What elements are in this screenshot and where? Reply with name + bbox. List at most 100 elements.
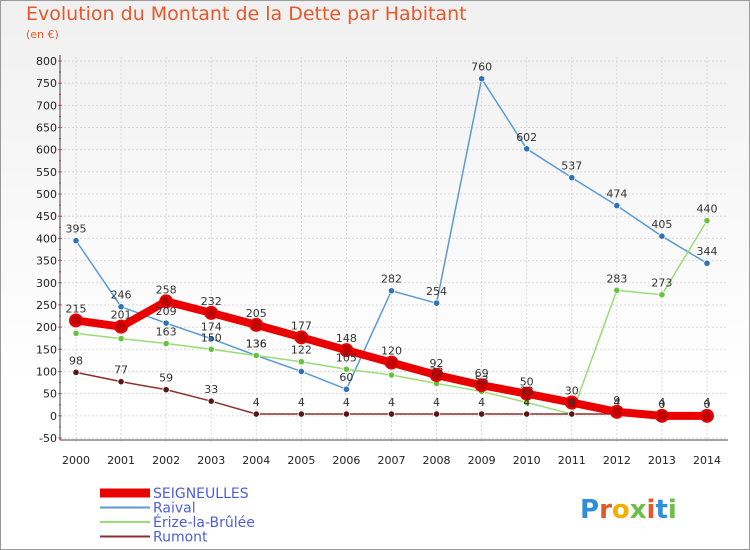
series-point-3	[478, 410, 486, 418]
data-label: 9	[613, 394, 620, 407]
series-point-0	[204, 305, 219, 320]
legend-label: Raival	[153, 501, 196, 517]
x-tick-label: 2012	[603, 454, 631, 467]
proxiti-logo: Proxiti	[580, 495, 677, 525]
data-label: 148	[336, 332, 357, 345]
chart-title: Evolution du Montant de la Dette par Hab…	[26, 3, 467, 25]
x-tick-label: 2011	[558, 454, 586, 467]
data-label: 0	[703, 398, 710, 411]
series-point-0	[654, 408, 669, 423]
series-point-1	[658, 232, 666, 240]
data-label: 537	[561, 160, 582, 173]
logo-letter: P	[580, 495, 599, 525]
y-tick-label: 200	[36, 321, 57, 334]
series-point-1	[162, 319, 170, 327]
series-point-1	[117, 303, 125, 311]
series-point-0	[114, 319, 129, 334]
series-point-0	[294, 330, 309, 345]
series-point-0	[699, 408, 714, 423]
data-label: 33	[204, 383, 218, 396]
data-label: 59	[159, 372, 173, 385]
y-tick-label: 250	[36, 299, 57, 312]
y-tick-label: 800	[36, 55, 57, 68]
data-label: 4	[568, 396, 575, 409]
data-label: 246	[111, 289, 132, 302]
series-point-1	[703, 259, 711, 267]
data-label: 30	[565, 385, 579, 398]
data-label: 282	[381, 273, 402, 286]
y-tick-label: 550	[36, 166, 57, 179]
axes: -500501001502002503003504004505005506006…	[36, 55, 728, 467]
y-tick-label: 300	[36, 277, 57, 290]
legend-label: Rumont	[153, 530, 208, 546]
logo-letter: i	[668, 495, 677, 525]
logo-letter: o	[612, 495, 630, 525]
logo-letter: x	[630, 495, 647, 525]
series-point-1	[432, 299, 441, 307]
data-label: 60	[339, 371, 353, 384]
y-tick-label: 500	[36, 188, 57, 201]
logo-letter: r	[599, 495, 612, 525]
series-point-0	[564, 395, 579, 410]
y-tick-label: 150	[36, 343, 57, 356]
x-tick-label: 2002	[152, 454, 180, 467]
data-label: 232	[201, 295, 222, 308]
y-tick-label: 50	[43, 388, 57, 401]
x-tick-label: 2008	[423, 454, 451, 467]
series-point-2	[613, 286, 621, 294]
series-point-2	[72, 329, 80, 337]
data-label: 273	[651, 277, 672, 290]
series-point-0	[339, 343, 354, 358]
logo-letter: t	[655, 495, 667, 525]
x-tick-label: 2010	[513, 454, 541, 467]
series-point-0	[384, 355, 399, 370]
series-point-0	[429, 368, 444, 383]
series-point-2	[387, 371, 396, 379]
series-point-2	[342, 365, 351, 373]
data-label: 258	[156, 283, 177, 296]
series-point-0	[474, 378, 489, 393]
data-label: 4	[613, 396, 620, 409]
data-label: 440	[696, 203, 717, 216]
data-label: 405	[651, 218, 672, 231]
legend-label: Érize-la-Brûlée	[153, 514, 255, 531]
series-point-1	[568, 174, 576, 182]
data-label: 53	[475, 373, 489, 386]
data-label: 395	[66, 223, 87, 236]
data-label: 150	[201, 331, 222, 344]
data-label: 201	[111, 309, 132, 322]
data-label: 120	[381, 345, 402, 358]
data-label: 4	[658, 396, 665, 409]
data-label: 0	[658, 398, 665, 411]
data-label: 73	[430, 365, 444, 378]
series-lines	[69, 75, 714, 423]
series-point-2	[703, 217, 711, 225]
data-label: 50	[520, 376, 534, 389]
x-tick-label: 2005	[287, 454, 315, 467]
series-point-0	[249, 317, 264, 332]
series-point-3	[297, 410, 305, 418]
data-label: 4	[703, 396, 710, 409]
y-tick-label: 350	[36, 255, 57, 268]
series-point-1	[387, 287, 396, 295]
data-label: 105	[336, 351, 357, 364]
series-point-1	[72, 237, 80, 245]
data-label: 474	[606, 188, 627, 201]
series-point-1	[523, 145, 531, 153]
series-point-2	[297, 358, 305, 366]
data-label: 177	[291, 319, 312, 332]
data-label: 4	[478, 396, 485, 409]
data-label: 283	[606, 272, 627, 285]
x-tick-label: 2003	[197, 454, 225, 467]
series-point-1	[207, 335, 215, 343]
series-point-2	[162, 339, 170, 348]
y-tick-label: 450	[36, 210, 57, 223]
data-label: 344	[696, 245, 717, 258]
series-point-2	[252, 351, 260, 360]
data-labels: 215 201 258 232 205 177 148 120 92 69 50 30 9 0 0 395 24…	[66, 61, 718, 411]
data-label: 205	[246, 307, 267, 320]
data-label: 602	[516, 131, 537, 144]
y-tick-label: 600	[36, 144, 57, 157]
data-label: 4	[343, 396, 350, 409]
